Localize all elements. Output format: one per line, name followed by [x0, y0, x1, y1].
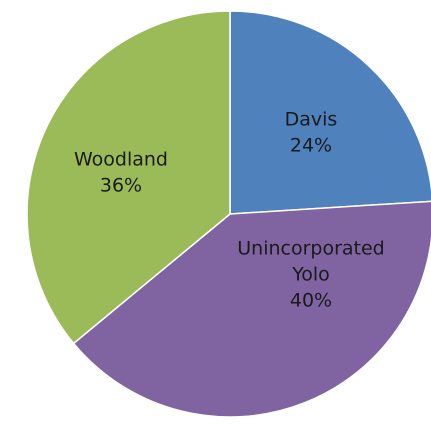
slice-percent-label: 40%: [290, 290, 332, 312]
slice-name-label: Unincorporated: [237, 238, 385, 260]
slice-name-label: Yolo: [291, 264, 330, 286]
slice-percent-label: 24%: [290, 135, 332, 157]
slice-name-label: Woodland: [74, 149, 168, 171]
slice-name-label: Davis: [285, 109, 338, 131]
slice-percent-label: 36%: [100, 175, 142, 197]
pie-slices: [27, 11, 431, 417]
